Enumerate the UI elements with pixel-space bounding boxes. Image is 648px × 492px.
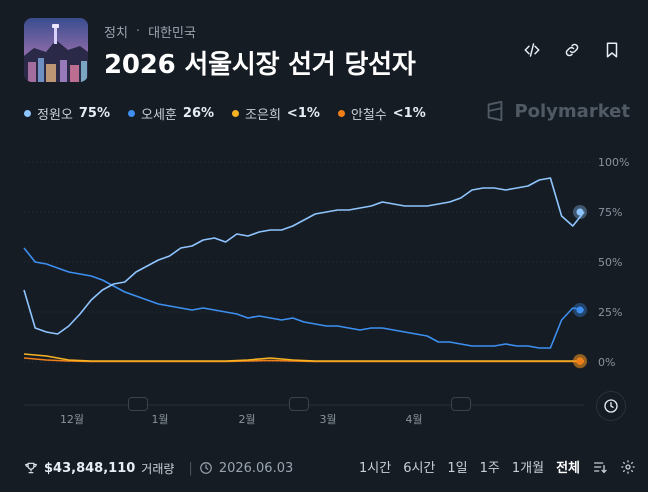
end-date: 2026.06.03 <box>218 460 294 476</box>
breadcrumb-separator: · <box>135 24 141 39</box>
legend-value: <1% <box>286 106 320 121</box>
bookmark-icon[interactable] <box>600 38 624 62</box>
range-all[interactable]: 전체 <box>556 461 580 476</box>
y-tick-label: 50% <box>598 256 622 269</box>
legend-value: 75% <box>78 106 111 121</box>
x-tick-label: 3월 <box>319 413 336 426</box>
event-marker[interactable] <box>451 397 471 411</box>
clock-icon <box>199 462 212 474</box>
range-6h[interactable]: 6시간 <box>403 461 436 476</box>
x-tick-label: 2월 <box>238 413 255 426</box>
series-line-3 <box>23 357 584 363</box>
chart-legend: 정원오 75% 오세훈 26% 조은희 <1% 안철수 <1% <box>24 104 426 123</box>
y-tick-label: 25% <box>598 306 622 319</box>
end-date-info: | 2026.06.03 <box>188 460 294 476</box>
volume-amount: $43,848,110 <box>44 460 136 476</box>
time-range-selector: 1시간 6시간 1일 1주 1개월 전체 <box>359 457 636 476</box>
legend-name: 안철수 <box>350 108 387 123</box>
page-title: 2026 서울시장 선거 당선자 <box>104 50 416 80</box>
range-1w[interactable]: 1주 <box>479 461 500 476</box>
legend-swatch <box>24 110 31 117</box>
range-1h[interactable]: 1시간 <box>359 461 392 476</box>
legend-item-3[interactable]: 안철수 <1% <box>337 104 426 123</box>
volume-info: $43,848,110 거래량 <box>24 460 174 477</box>
code-icon[interactable] <box>520 38 544 62</box>
legend-item-2[interactable]: 조은희 <1% <box>232 104 320 123</box>
series-end-halo-1 <box>573 303 587 317</box>
breadcrumb-region[interactable]: 대한민국 <box>148 26 196 41</box>
legend-item-0[interactable]: 정원오 75% <box>24 104 110 123</box>
legend-name: 오세훈 <box>141 108 177 123</box>
market-thumbnail <box>24 18 88 82</box>
series-end-point-2 <box>576 357 584 365</box>
legend-name: 조은희 <box>245 108 281 123</box>
trophy-icon <box>25 462 37 474</box>
legend-swatch <box>337 110 345 117</box>
series-end-halo-3 <box>573 354 587 369</box>
link-icon[interactable] <box>560 38 584 62</box>
series-end-point-3 <box>576 357 584 365</box>
range-1d[interactable]: 1일 <box>447 461 468 476</box>
legend-value: 26% <box>182 106 215 121</box>
series-end-halo-0 <box>573 205 587 219</box>
series-line-0 <box>23 177 585 335</box>
brand-name: Polymarket <box>514 100 630 122</box>
breadcrumb-category[interactable]: 정치 <box>104 26 128 41</box>
range-1m[interactable]: 1개월 <box>511 461 545 476</box>
legend-value: <1% <box>392 106 426 121</box>
gear-icon[interactable] <box>620 459 636 475</box>
polymarket-logo: Polymarket <box>484 100 630 122</box>
y-tick-label: 0% <box>598 356 615 369</box>
event-marker[interactable] <box>128 397 148 411</box>
legend-swatch <box>128 110 136 117</box>
polymarket-logo-icon <box>488 100 503 122</box>
series-line-2 <box>23 353 584 362</box>
y-tick-label: 75% <box>598 206 622 219</box>
legend-swatch <box>232 110 240 117</box>
x-tick-label: 4월 <box>405 413 422 426</box>
event-marker[interactable] <box>289 397 309 411</box>
sort-icon[interactable] <box>592 459 608 475</box>
breadcrumb: 정치 · 대한민국 <box>104 22 196 41</box>
y-tick-label: 100% <box>598 156 629 169</box>
market-footer: $43,848,110 거래량 | 2026.06.03 <box>24 458 634 478</box>
series-end-point-1 <box>576 306 584 314</box>
x-tick-label: 1월 <box>151 413 168 426</box>
legend-item-1[interactable]: 오세훈 26% <box>128 104 214 123</box>
series-end-point-0 <box>576 208 584 216</box>
series-line-1 <box>23 247 585 349</box>
volume-label: 거래량 <box>141 461 175 476</box>
history-clock-icon[interactable] <box>596 391 626 421</box>
series-end-halo-2 <box>573 354 587 368</box>
x-tick-label: 12월 <box>60 413 84 426</box>
legend-name: 정원오 <box>37 108 73 123</box>
